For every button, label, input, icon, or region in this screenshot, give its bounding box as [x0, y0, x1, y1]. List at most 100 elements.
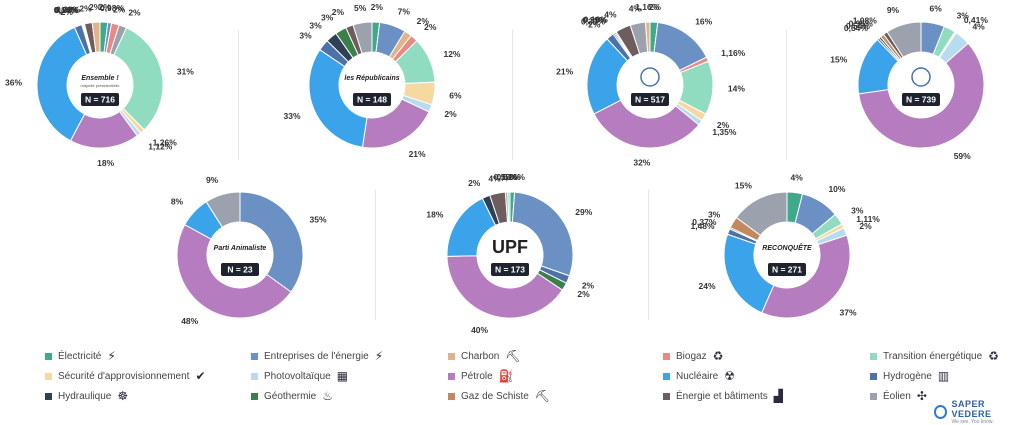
slice-label: 3% [957, 11, 970, 21]
slice-label: 1,11% [856, 214, 880, 224]
legend-label: Électricité [58, 350, 102, 362]
donut-slice-petrole [761, 234, 851, 319]
divider [512, 30, 513, 160]
donut-chart: 2% 7%2%2%12%6%2%21%33%3%3%3%2% 5%les Répub… [284, 2, 462, 159]
slice-label: 9% [887, 5, 900, 15]
n-badge-label: N = 173 [495, 265, 525, 275]
donut-chart: 2%16%1,16%14%2%1,35%32%21%2%0,39%0,39%0,… [556, 2, 746, 168]
slice-label: 0,39% [581, 16, 606, 26]
chart-title: Ensemble ! [81, 75, 119, 82]
donut-slice-eolien [352, 21, 373, 55]
slice-label: 0,14% [54, 5, 79, 15]
brand-tagline: We see. You know. [951, 419, 994, 425]
eelv-logo [640, 67, 660, 87]
slice-label: 0,54% [844, 23, 869, 33]
n-badge-label: N = 23 [227, 265, 253, 275]
slice-label: 2% [444, 109, 457, 119]
chart-title: les Républicains [344, 75, 399, 82]
lightning-icon: ⚡ [374, 349, 384, 363]
slice-label: 5% [354, 3, 367, 13]
donut-slice-charbon [91, 21, 101, 53]
legend-swatch [251, 392, 258, 400]
slice-label: 32% [633, 158, 650, 168]
slice-label: 1,16% [501, 172, 526, 182]
n-badge [902, 93, 940, 106]
legend-item-biogaz: Biogaz ♻ [663, 348, 723, 364]
legend-swatch [448, 392, 455, 400]
slice-label: 2% [468, 178, 481, 188]
slice-label: 3% [851, 206, 864, 216]
n-badge [353, 93, 391, 106]
donut-slice-nucleaire [36, 26, 88, 142]
legend-swatch [870, 372, 877, 380]
slice-label: 16% [695, 16, 712, 26]
slice-label: 1,16% [721, 48, 746, 58]
donut-slice-petrole [858, 42, 985, 149]
legend-label: Entreprises de l'énergie [264, 350, 369, 362]
legend-swatch [870, 392, 877, 400]
water-wheel-icon: ☸ [117, 389, 129, 403]
slice-label: 35% [309, 215, 326, 225]
slice-label: 0,58% [497, 172, 522, 182]
n-badge-label: N = 517 [635, 95, 665, 105]
legend-label: Éolien [883, 390, 911, 402]
slice-label: 6% [930, 3, 943, 13]
slice-label: 2% [577, 289, 590, 299]
donut-slice-eolien [886, 21, 922, 58]
legend-label: Pétrole [461, 370, 493, 382]
brand-name: SAPER VEDERE [951, 399, 992, 419]
slice-label: 21% [409, 149, 426, 159]
legend-label: Charbon [461, 350, 500, 362]
coal-cart-icon: ⛏ [505, 349, 521, 363]
donut-slice-eolien [205, 191, 241, 228]
legend-swatch [251, 352, 258, 360]
n-badge [631, 93, 669, 106]
slice-label: 12% [443, 49, 460, 59]
slice-label: 2% [79, 3, 92, 13]
geothermal-icon: ♨ [322, 389, 334, 403]
donut-slice-petrole [593, 99, 700, 149]
slice-label: 3% [299, 31, 312, 41]
n-badge-label: N = 739 [906, 95, 936, 105]
buildings-icon: ▟ [773, 389, 783, 403]
wind-turbine-icon: ✣ [916, 389, 927, 403]
donut-charts-area: 2%0,98%2% 2%31%1,26%1,12%18%36%2%0,14%0,2… [5, 2, 988, 335]
slice-label: 6% [449, 91, 462, 101]
n-badge [81, 93, 119, 106]
legend-swatch [251, 372, 258, 380]
slice-label: 36% [5, 77, 22, 87]
legend-item-petrole: Pétrole ⛽ [448, 368, 514, 384]
donut-chart: 35% 48% 8% 9% Parti Animaliste N = 23 [171, 175, 327, 326]
donut-chart: 4%10%3%1,11%2%37%24%1,48%0,37%3%15%RECON… [690, 173, 880, 319]
divider [786, 30, 787, 160]
slice-label: 2% [649, 2, 662, 12]
legend-label: Gaz de Schiste [461, 390, 529, 402]
n-badge [768, 263, 806, 276]
legend-swatch [448, 352, 455, 360]
legend-label: Transition énergétique [883, 350, 983, 362]
brand-logo: SAPER VEDERE We see. You know. [934, 399, 1024, 425]
slice-label: 0,54% [846, 21, 871, 31]
slice-label: 1,12% [148, 141, 173, 151]
slice-label: 0,37% [692, 217, 717, 227]
donut-chart: 6%3%0,41%4%59%15%0,54%0,54%0,95%1,08%9%N… [830, 3, 988, 160]
legend-label: Sécurité d'approvisionnement [58, 370, 190, 382]
slice-label: 1,48% [690, 221, 715, 231]
slice-label: 0,19% [584, 14, 609, 24]
slice-label: 2% [424, 22, 437, 32]
legend-item-entreprises: Entreprises de l'énergie ⚡ [251, 348, 383, 364]
slice-label: 21% [556, 67, 573, 77]
donut-hole [889, 53, 953, 117]
solar-panel-icon: ▦ [336, 369, 349, 383]
donut-slice-charbon [644, 21, 651, 53]
slice-label: 2% [371, 2, 384, 12]
legend-swatch [663, 352, 670, 360]
slice-label: 2% [89, 2, 102, 12]
slice-label: 14% [728, 84, 745, 94]
slice-label: 33% [284, 111, 301, 121]
shield-icon: ✔ [195, 369, 206, 383]
slice-label: 4% [629, 3, 642, 13]
n-badge [491, 263, 529, 276]
legend: Électricité ⚡ Entreprises de l'énergie ⚡ Cha… [0, 340, 1024, 421]
slice-label: 24% [698, 281, 715, 291]
